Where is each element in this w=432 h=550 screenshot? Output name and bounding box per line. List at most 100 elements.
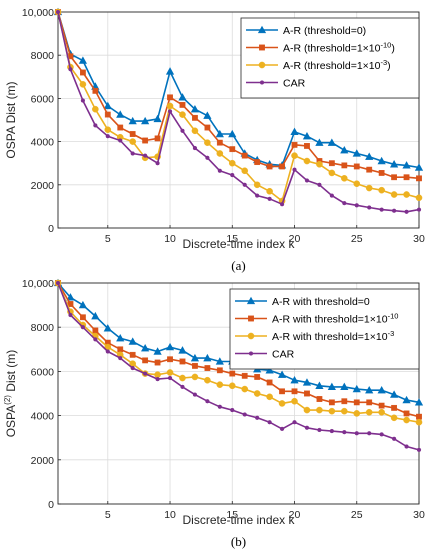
x-tick-label: 25: [351, 509, 363, 521]
data-point: [304, 390, 310, 397]
data-point: [118, 138, 123, 143]
data-point: [93, 337, 98, 342]
data-point: [291, 388, 298, 395]
data-point: [78, 56, 88, 64]
data-point: [365, 152, 374, 160]
y-tick-label: 0: [48, 499, 54, 511]
x-tick-label: 30: [413, 509, 425, 521]
data-point: [291, 141, 298, 148]
data-point: [143, 371, 148, 376]
data-point: [167, 375, 173, 381]
data-point: [92, 327, 99, 334]
data-point: [315, 138, 324, 146]
data-point: [389, 390, 399, 398]
data-point: [166, 102, 174, 110]
data-point: [379, 432, 384, 437]
y-tick-label: 0: [48, 223, 54, 235]
x-tick-label: 15: [226, 233, 238, 245]
data-point: [241, 167, 249, 175]
data-point: [316, 406, 323, 414]
x-tick-label: 20: [289, 233, 301, 245]
data-point: [255, 415, 260, 420]
data-point: [79, 314, 86, 321]
legend-label-part: A-R (threshold=0): [283, 25, 366, 37]
data-point: [79, 69, 86, 76]
legend-entry: A-R (threshold=1×10-3): [246, 58, 391, 72]
data-point: [141, 343, 150, 352]
data-point: [242, 182, 247, 187]
data-point: [278, 400, 286, 407]
data-point: [414, 163, 424, 171]
x-tick-label: 30: [413, 233, 425, 245]
legend-label: A-R with threshold=1×10-10: [272, 312, 398, 326]
legend-swatch-marker: [259, 80, 265, 85]
data-point: [190, 104, 200, 113]
legend-label: A-R (threshold=1×10-3): [283, 58, 391, 72]
data-point: [68, 312, 73, 318]
series-4: [55, 9, 422, 214]
data-point: [105, 134, 110, 139]
data-point: [55, 9, 61, 15]
data-point: [154, 359, 161, 366]
data-point: [230, 172, 235, 178]
data-point: [166, 369, 174, 376]
data-point: [304, 425, 310, 430]
data-point: [328, 407, 336, 415]
x-tick-label: 5: [105, 233, 111, 245]
data-point: [205, 155, 210, 160]
legend-entry: A-R with threshold=0: [235, 296, 370, 308]
data-point: [180, 128, 185, 133]
data-point: [167, 94, 173, 101]
data-point: [116, 334, 125, 342]
x-axis-label: Discrete-time index k: [182, 237, 295, 251]
data-point: [391, 174, 398, 181]
data-point: [265, 366, 274, 374]
data-point: [290, 127, 299, 136]
data-point: [253, 390, 261, 397]
data-point: [242, 412, 247, 417]
data-point: [416, 207, 422, 212]
data-point: [117, 124, 124, 131]
data-point: [416, 413, 422, 420]
data-point: [93, 123, 98, 128]
legend-label-part: CAR: [283, 78, 306, 90]
data-point: [190, 353, 200, 362]
y-tick-label: 6000: [31, 366, 55, 378]
data-point: [204, 139, 211, 146]
data-point: [179, 358, 186, 365]
data-point: [365, 385, 374, 394]
data-point: [403, 410, 410, 417]
data-point: [241, 385, 249, 393]
data-point: [266, 163, 273, 170]
data-point: [204, 365, 211, 371]
legend-label: A-R with threshold=0: [272, 296, 370, 308]
legend: A-R with threshold=0 A-R with threshold=1…: [229, 288, 420, 370]
data-point: [165, 342, 175, 351]
data-point: [155, 161, 160, 166]
data-point: [266, 187, 273, 195]
y-tick-label: 8000: [31, 50, 55, 62]
y-tick-label: 2000: [31, 180, 55, 192]
legend-label-part: -3: [388, 329, 395, 338]
data-point: [315, 381, 324, 389]
axes-frame: [57, 282, 420, 505]
data-point: [118, 356, 123, 361]
legend-label-part: A-R with threshold=1×10: [272, 331, 388, 343]
x-tick-label: 15: [226, 509, 238, 521]
legend-label-part: CAR: [272, 349, 295, 361]
data-point: [317, 427, 322, 433]
data-point: [367, 431, 372, 436]
x-tick-label: 10: [164, 509, 176, 521]
data-point: [316, 160, 323, 168]
data-point: [327, 382, 336, 391]
data-point: [91, 311, 100, 320]
legend-label: A-R (threshold=1×10-10): [283, 41, 395, 55]
x-axis-label: Discrete-time index k: [182, 513, 295, 527]
legend-swatch-marker: [248, 351, 254, 356]
x-tick-label: 5: [105, 509, 111, 521]
data-point: [279, 163, 285, 170]
data-point: [179, 374, 186, 382]
data-point: [203, 111, 212, 119]
legend-entry: A-R (threshold=0): [246, 25, 366, 37]
